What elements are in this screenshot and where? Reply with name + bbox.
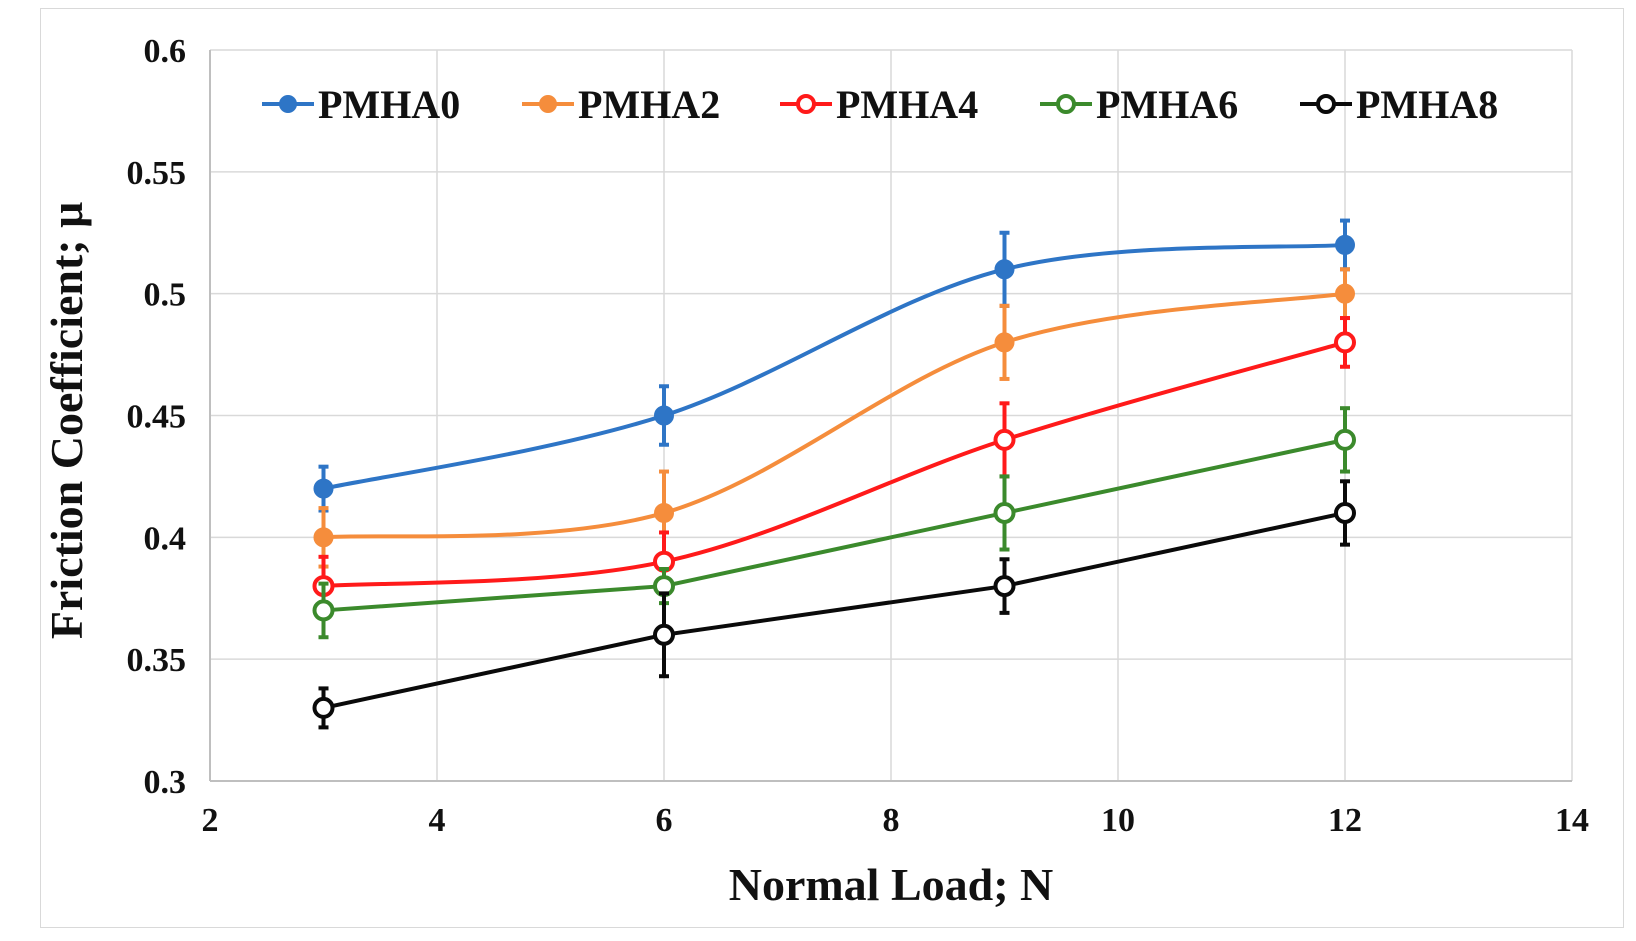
legend-label: PMHA2 [578, 82, 720, 127]
series-group [312, 218, 1356, 730]
x-tick-label: 8 [883, 802, 900, 839]
y-tick-label: 0.4 [144, 520, 187, 557]
x-tick-label: 6 [656, 802, 673, 839]
data-point [1334, 428, 1356, 451]
data-point [993, 575, 1016, 598]
series-line [323, 291, 1346, 540]
legend-swatch-marker [1316, 94, 1336, 114]
series-pmha8 [312, 479, 1356, 730]
data-point [653, 623, 675, 646]
x-tick-label: 14 [1555, 802, 1589, 839]
y-tick-label: 0.35 [127, 642, 187, 679]
legend-label: PMHA8 [1356, 82, 1498, 127]
legend-entry-pmha8: PMHA8 [1300, 82, 1498, 127]
series-pmha6 [312, 406, 1356, 640]
y-tick-label: 0.5 [144, 277, 187, 314]
data-point [313, 478, 334, 499]
chart-frame [40, 8, 1624, 928]
legend-entry-pmha0: PMHA0 [262, 82, 460, 127]
legend-label: PMHA6 [1096, 82, 1238, 127]
series-line [323, 437, 1346, 613]
series-pmha4 [312, 316, 1356, 618]
data-point [312, 696, 335, 719]
legend-swatch-marker [1056, 94, 1076, 114]
series-pmha0 [313, 218, 1355, 513]
data-point [993, 428, 1016, 451]
series-line [323, 511, 1346, 710]
legend: PMHA0 PMHA2 PMHA4 PMHA6 PMHA8 [262, 82, 1498, 127]
legend-entry-pmha4: PMHA4 [780, 82, 978, 127]
series-pmha2 [313, 267, 1355, 569]
x-tick-label: 10 [1101, 802, 1135, 839]
data-point [313, 527, 334, 548]
data-point [994, 332, 1015, 353]
y-tick-label: 0.3 [144, 764, 187, 801]
data-point [993, 501, 1016, 524]
data-point [1335, 283, 1355, 304]
y-tick-label: 0.55 [127, 155, 187, 192]
series-line [323, 242, 1346, 491]
grid [209, 49, 1573, 782]
axes: 0.3 0.35 0.4 0.45 0.5 0.55 0.6 2 4 6 8 10 12 14 [127, 33, 1590, 839]
legend-label: PMHA0 [318, 82, 460, 127]
series-line [323, 340, 1346, 589]
legend-label: PMHA4 [836, 82, 978, 127]
data-point [654, 405, 674, 426]
x-tick-label: 4 [429, 802, 446, 839]
legend-swatch-marker [796, 94, 816, 114]
data-point [1334, 501, 1356, 524]
data-point [312, 599, 335, 622]
y-tick-label: 0.45 [127, 399, 187, 436]
legend-swatch-marker [539, 95, 557, 113]
y-tick-label: 0.6 [144, 33, 187, 70]
legend-entry-pmha6: PMHA6 [1040, 82, 1238, 127]
data-point [1335, 234, 1355, 255]
x-tick-label: 12 [1328, 802, 1362, 839]
x-axis-title: Normal Load; N [729, 859, 1054, 910]
data-point [1334, 331, 1356, 354]
x-tick-label: 2 [202, 802, 219, 839]
y-axis-title: Friction Coefficient; μ [41, 202, 92, 639]
legend-swatch-marker [279, 95, 297, 113]
data-point [654, 502, 674, 523]
data-point [994, 259, 1015, 280]
legend-entry-pmha2: PMHA2 [522, 82, 720, 127]
